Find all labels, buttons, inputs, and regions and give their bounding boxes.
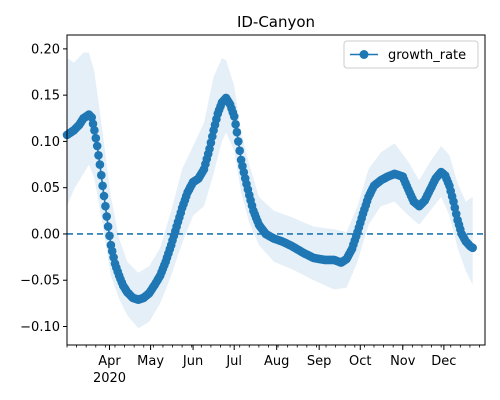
series-point-growth-rate [232, 127, 242, 137]
y-tick-label: 0.20 [31, 42, 60, 57]
plot-frame [66, 34, 486, 346]
y-tick-label: 0.05 [31, 181, 60, 196]
series-point-growth-rate [101, 201, 110, 211]
series-point-growth-rate [88, 119, 98, 129]
legend: growth_rate [343, 40, 479, 69]
series-point-growth-rate [231, 120, 240, 129]
series-point-growth-rate [234, 137, 243, 146]
legend-marker-swatch [359, 50, 369, 59]
y-tick-label: −0.10 [20, 320, 60, 335]
x-tick-label: Nov [390, 354, 416, 369]
y-tick-label: 0.10 [31, 135, 60, 150]
series-point-growth-rate [91, 133, 101, 143]
x-tick-label: Jul [225, 354, 242, 369]
series-point-growth-rate [103, 222, 113, 231]
series-point-growth-rate [468, 243, 478, 253]
series-point-growth-rate [94, 151, 103, 160]
series-point-growth-rate [98, 181, 107, 191]
series-point-growth-rate [99, 191, 109, 201]
series-point-growth-rate [90, 126, 99, 135]
y-tick-label: 0.15 [31, 89, 60, 104]
x-tick-label: Apr [98, 354, 121, 369]
series-point-growth-rate [97, 170, 106, 180]
y-axis-ticks: −0.10 −0.05 0.00 0.05 0.10 0.15 0.20 [20, 42, 67, 335]
x-axis-ticks: Apr May Jun Jul Aug Sep Oct Nov Dec [66, 345, 480, 369]
legend-box [343, 40, 479, 69]
series-marker-layer [62, 93, 478, 305]
series-point-growth-rate [92, 141, 102, 151]
y-tick-label: −0.05 [20, 274, 60, 289]
x-tick-label: Oct [349, 354, 371, 369]
legend-label-growth-rate: growth_rate [388, 48, 466, 63]
series-point-growth-rate [87, 113, 96, 122]
y-tick-label: 0.00 [31, 227, 60, 242]
x-tick-label: Sep [307, 354, 332, 369]
series-point-growth-rate [235, 146, 244, 155]
x-tick-label: Dec [431, 354, 456, 369]
series-point-growth-rate [102, 212, 111, 221]
x-tick-label: Jun [182, 354, 203, 369]
chart-title: ID-Canyon [237, 13, 315, 31]
series-point-growth-rate [229, 112, 239, 121]
x-year-label: 2020 [93, 371, 126, 386]
x-tick-label: Aug [264, 354, 289, 369]
series-point-growth-rate [105, 231, 114, 241]
x-tick-label: May [137, 354, 164, 369]
series-point-growth-rate [95, 160, 105, 169]
